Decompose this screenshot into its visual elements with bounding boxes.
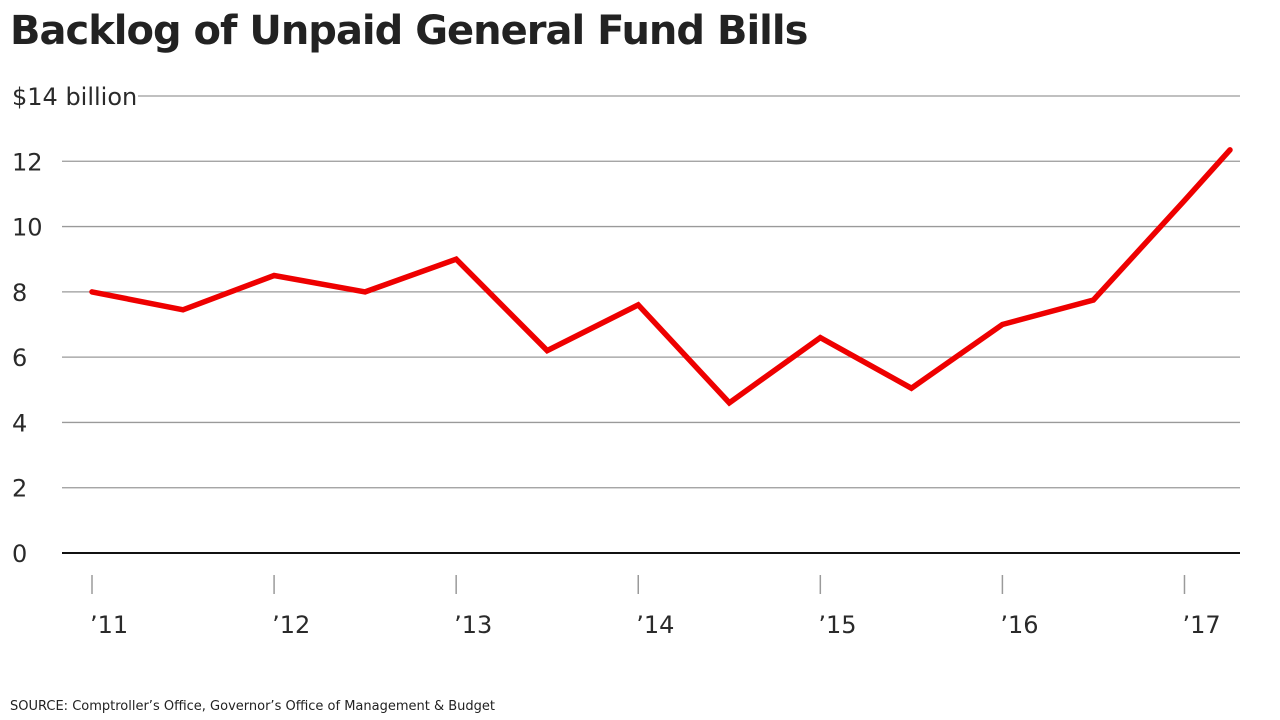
x-tick-label: ’16 xyxy=(1000,611,1038,639)
y-tick-label: 2 xyxy=(12,475,27,503)
series-line xyxy=(89,147,1233,407)
source-note: SOURCE: Comptroller’s Office, Governor’s… xyxy=(10,699,496,714)
data-point xyxy=(908,385,914,391)
x-tick-label: ’13 xyxy=(454,611,492,639)
chart-title: Backlog of Unpaid General Fund Bills xyxy=(10,8,808,54)
x-tick-label: ’11 xyxy=(90,611,128,639)
data-point xyxy=(362,289,368,295)
data-point xyxy=(544,348,550,354)
series-layer xyxy=(89,147,1233,407)
data-point xyxy=(453,256,459,262)
y-tick-label: 6 xyxy=(12,344,27,372)
data-point xyxy=(1227,147,1233,153)
y-tick-label: 0 xyxy=(12,540,27,568)
data-point xyxy=(180,307,186,313)
grid-lines xyxy=(62,95,1240,554)
y-tick-label: 8 xyxy=(12,279,27,307)
data-point xyxy=(271,273,277,279)
data-point xyxy=(635,302,641,308)
data-point xyxy=(817,335,823,341)
x-tick-label: ’12 xyxy=(272,611,310,639)
data-point xyxy=(89,289,95,295)
data-point xyxy=(726,400,732,406)
data-point xyxy=(1090,297,1096,303)
y-tick-label: 10 xyxy=(12,214,43,242)
x-tick-label: ’14 xyxy=(636,611,674,639)
data-point xyxy=(999,322,1005,327)
x-tick-label: ’15 xyxy=(818,611,856,639)
y-tick-label: 4 xyxy=(12,409,27,437)
x-axis-ticks: ’11 ’12 ’13 ’14 ’15 ’16 ’17 xyxy=(90,575,1221,639)
y-tick-label: 12 xyxy=(12,148,43,176)
data-point xyxy=(1181,197,1187,203)
y-axis-tick-labels: 0 2 4 6 8 10 12 $14 billion xyxy=(12,83,137,568)
y-tick-label: $14 billion xyxy=(12,83,137,111)
x-tick-label: ’17 xyxy=(1182,611,1220,639)
